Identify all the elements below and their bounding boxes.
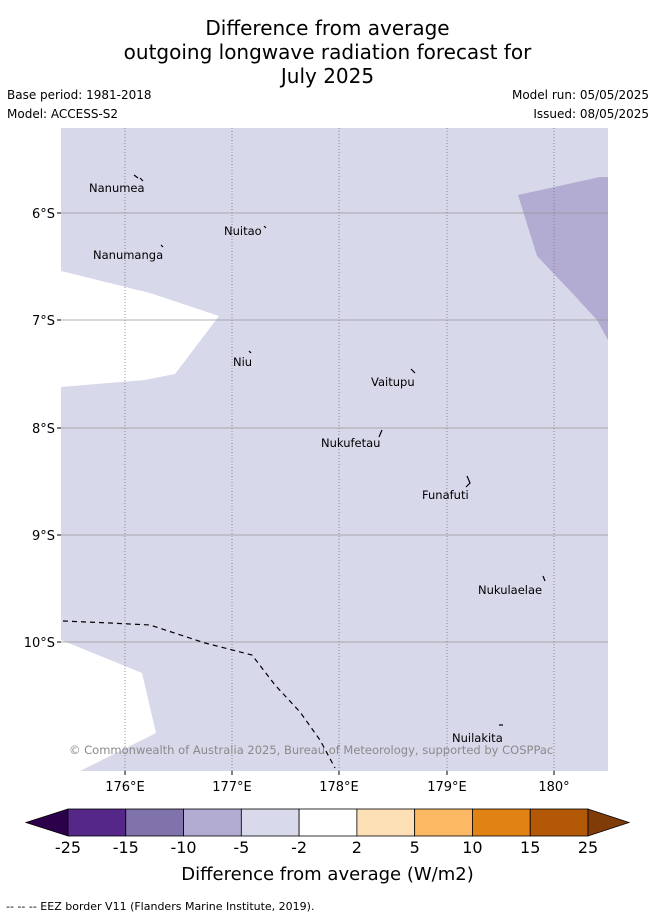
island-label-vaitupu: Vaitupu [371, 375, 415, 389]
nanumanga-island [160, 244, 164, 248]
model-name: Model: ACCESS-S2 [7, 107, 119, 121]
colorbar-segment [125, 808, 184, 837]
copyright-notice: © Commonwealth of Australia 2025, Bureau… [69, 743, 553, 757]
chart-title: Difference from average outgoing longwav… [0, 16, 655, 88]
colorbar-tick: 25 [577, 838, 599, 857]
lon-label-176e: 176°E [105, 780, 145, 795]
lon-label-179e: 179°E [427, 780, 467, 795]
colorbar-tick: -15 [112, 838, 139, 857]
neutral-region-southwest [61, 640, 156, 771]
vaitupu-island [410, 368, 416, 374]
island-label-funafuti: Funafuti [422, 488, 469, 502]
lat-label-7s: 7°S [32, 314, 55, 329]
nanumea-island [133, 174, 144, 182]
nuitao-island [263, 225, 267, 229]
island-label-nuitao: Nuitao [224, 224, 262, 238]
eez-border [62, 620, 336, 769]
title-line-3: July 2025 [280, 64, 375, 88]
latitude-gridlines [61, 212, 608, 643]
issued-date: Issued: 08/05/2025 [533, 107, 649, 121]
title-line-2: outgoing longwave radiation forecast for [123, 40, 532, 64]
model-run: Model run: 05/05/2025 [511, 88, 649, 102]
colorbar-extend-high [587, 808, 631, 837]
colorbar-tick: 2 [351, 838, 362, 857]
neutral-region-west [61, 271, 219, 387]
funafuti-island [465, 475, 471, 488]
colorbar-extend-low [24, 808, 69, 837]
colorbar-segment [414, 808, 473, 837]
colorbar-title: Difference from average (W/m2) [181, 864, 474, 885]
colorbar-segment [183, 808, 242, 837]
island-label-nuilakita: Nuilakita [452, 731, 503, 745]
lat-label-6s: 6°S [32, 207, 55, 222]
colorbar-segment [529, 808, 589, 837]
lat-label-9s: 9°S [32, 529, 55, 544]
base-period: Base period: 1981-2018 [7, 88, 152, 102]
colorbar-segment [472, 808, 531, 837]
colorbar-segment [67, 808, 127, 837]
lon-ticks [124, 771, 555, 775]
colorbar-tick: -10 [170, 838, 197, 857]
colorbar-segment [356, 808, 416, 837]
colorbar-segment [240, 808, 300, 837]
anomaly-region-northeast [518, 177, 608, 340]
lat-label-10s: 10°S [24, 636, 55, 651]
island-label-nanumea: Nanumea [89, 181, 145, 195]
island-label-nukulaelae: Nukulaelae [478, 583, 542, 597]
lon-label-180: 180° [538, 780, 569, 795]
title-line-1: Difference from average [205, 16, 450, 40]
nukulaelae-island [542, 575, 546, 582]
longitude-gridlines [124, 128, 555, 771]
island-label-niu: Niu [233, 355, 252, 369]
map-field-minus5-to-minus2 [61, 128, 608, 771]
island-label-nukufetau: Nukufetau [321, 436, 380, 450]
niu-island [248, 350, 252, 354]
colorbar-tick: -2 [291, 838, 308, 857]
colorbar-tick: 5 [409, 838, 420, 857]
colorbar [24, 808, 631, 837]
lat-ticks [57, 212, 61, 643]
colorbar-tick: -25 [54, 838, 82, 857]
colorbar-tick: -5 [233, 838, 250, 857]
colorbar-tick: 10 [462, 838, 483, 857]
lon-label-177e: 177°E [212, 780, 252, 795]
island-label-nanumanga: Nanumanga [93, 248, 163, 262]
nukufetau-island [378, 429, 383, 438]
colorbar-segment [298, 808, 358, 837]
lat-label-8s: 8°S [32, 422, 55, 437]
island-outlines [133, 174, 546, 726]
lon-label-178e: 178°E [319, 780, 359, 795]
colorbar-tick: 15 [520, 838, 541, 857]
eez-legend-note: -- -- -- EEZ border V11 (Flanders Marine… [6, 900, 315, 913]
